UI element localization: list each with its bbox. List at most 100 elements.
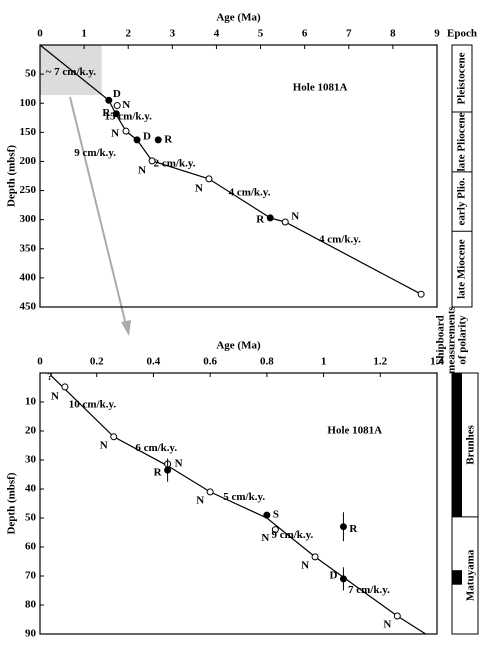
x-tick-label: 2 — [125, 28, 131, 40]
point-label: N — [111, 128, 119, 140]
x-tick-label: 6 — [302, 28, 308, 40]
point-label: N — [261, 532, 269, 544]
x-tick-label: 0.2 — [90, 356, 104, 368]
y-tick-label: 20 — [25, 425, 37, 437]
y-tick-label: 30 — [25, 454, 37, 466]
y-tick-label: 350 — [20, 242, 37, 254]
point-label: N — [175, 458, 183, 470]
y-tick-label: 60 — [25, 541, 37, 553]
point-label: N — [195, 182, 203, 194]
column-title: Shipboard — [435, 315, 447, 365]
depth-age-line — [50, 375, 426, 635]
annotation: 9 cm/k.y. — [74, 147, 116, 159]
polarity-point — [105, 96, 113, 104]
annotation: ? — [47, 371, 53, 383]
y-tick-label: 100 — [20, 97, 37, 109]
point-label: D — [329, 569, 337, 581]
annotation: Hole 1081A — [327, 425, 382, 437]
annotation: 2 cm/k.y. — [154, 157, 196, 169]
x-axis-label: Age (Ma) — [216, 12, 261, 24]
y-axis-label: Depth (mbsf) — [6, 472, 18, 534]
x-tick-label: 0.6 — [203, 356, 217, 368]
x-tick-label: 9 — [434, 28, 440, 40]
point-label: R — [256, 213, 265, 225]
x-tick-label: 1 — [81, 28, 87, 40]
point-label: N — [291, 211, 299, 223]
point-label: N — [138, 164, 146, 176]
polarity-point — [311, 553, 319, 561]
polarity-point — [271, 526, 279, 534]
point-label: N — [122, 99, 130, 111]
y-tick-label: 70 — [25, 570, 37, 582]
x-tick-label: 1.2 — [373, 356, 387, 368]
annotation: 9 cm/k.y. — [271, 529, 313, 541]
annotation: ~ 7 cm/k.y. — [46, 66, 97, 78]
annotation: 6 cm/k.y. — [135, 442, 177, 454]
point-label: R — [349, 523, 358, 535]
point-label: R — [102, 107, 111, 119]
polarity-point — [281, 218, 289, 226]
epoch-name: early Plio. — [456, 178, 468, 226]
y-tick-label: 10 — [25, 396, 37, 408]
annotation: 4 cm/k.y. — [319, 234, 361, 246]
polarity-point — [148, 157, 156, 165]
x-tick-label: 1.4 — [430, 356, 444, 368]
point-label: N — [383, 619, 391, 631]
y-tick-label: 40 — [25, 483, 37, 495]
y-tick-label: 300 — [20, 213, 37, 225]
x-tick-label: 5 — [258, 28, 264, 40]
polarity-point — [393, 612, 401, 620]
depth-age-line — [39, 44, 422, 295]
column-title: measurements — [446, 305, 458, 373]
x-axis-label: Age (Ma) — [216, 340, 261, 352]
x-tick-label: 0 — [37, 356, 43, 368]
y-tick-label: 50 — [25, 512, 37, 524]
polarity-point — [164, 466, 172, 474]
polarity-point — [339, 523, 347, 531]
epoch-name: Pleistocene — [456, 52, 468, 104]
annotation: 7 cm/k.y. — [348, 584, 390, 596]
annotation: 15 cm/k.y. — [105, 111, 153, 123]
y-axis-label: Depth (mbsf) — [6, 145, 18, 207]
normal-polarity — [452, 373, 462, 517]
y-tick-label: 450 — [20, 301, 37, 313]
y-tick-label: 50 — [25, 68, 37, 80]
polarity-point — [205, 175, 213, 183]
polarity-point — [339, 575, 347, 583]
polarity-point — [417, 290, 425, 298]
polarity-point — [122, 127, 130, 135]
point-label: N — [51, 390, 59, 402]
y-tick-label: 400 — [20, 271, 37, 283]
x-tick-label: 0.4 — [147, 356, 161, 368]
y-tick-label: 200 — [20, 155, 37, 167]
normal-polarity — [452, 570, 462, 585]
y-tick-label: 90 — [25, 628, 37, 640]
y-tick-label: 80 — [25, 599, 37, 611]
point-label: N — [196, 494, 204, 506]
plot-frame — [39, 44, 438, 308]
polarity-point — [133, 136, 141, 144]
x-tick-label: 0 — [37, 28, 43, 40]
polarity-point — [112, 110, 120, 118]
polarity-point — [110, 433, 118, 441]
polarity-point — [206, 488, 214, 496]
point-label: S — [273, 509, 279, 521]
zoom-arrowhead — [121, 320, 131, 336]
chron-name: Brunhes — [465, 424, 477, 464]
zoom-arrow — [69, 96, 127, 326]
epoch-name: late Miocene — [456, 239, 468, 299]
x-tick-label: 8 — [390, 28, 396, 40]
point-label: N — [301, 559, 309, 571]
point-label: D — [143, 130, 151, 142]
epoch-header: Epoch — [447, 28, 477, 40]
polarity-point — [61, 383, 69, 391]
epoch-name: late Pliocene — [456, 112, 468, 171]
annotation: 5 cm/k.y. — [223, 491, 265, 503]
point-label: N — [100, 439, 108, 451]
annotation: 4 cm/k.y. — [229, 186, 271, 198]
annotation: 10 cm/k.y. — [69, 398, 117, 410]
point-label: R — [164, 133, 173, 145]
point-label: D — [113, 88, 121, 100]
polarity-point — [266, 214, 274, 222]
x-tick-label: 1 — [321, 356, 327, 368]
